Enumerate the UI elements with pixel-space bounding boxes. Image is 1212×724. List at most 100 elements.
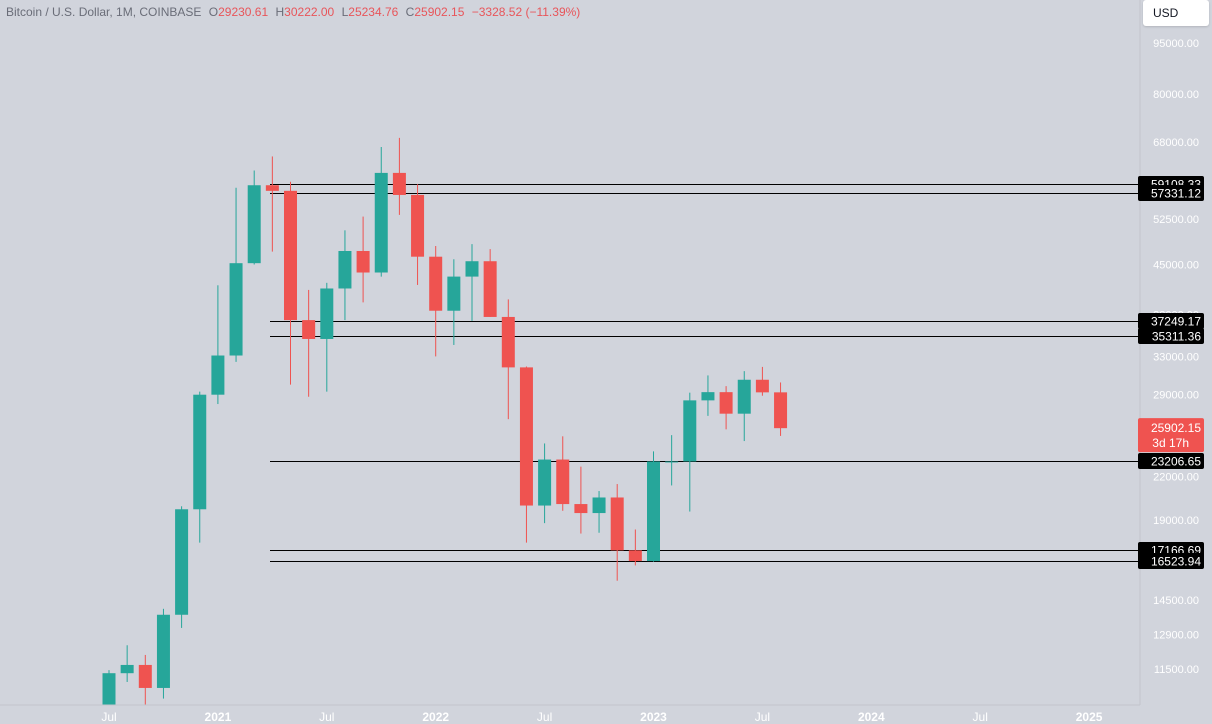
horizontal-levels <box>270 184 1140 562</box>
level-tag-text: 35311.36 <box>1152 330 1201 344</box>
candle <box>519 366 533 543</box>
level-tag-bg <box>1138 453 1204 469</box>
candle-body <box>411 194 425 257</box>
countdown-text: 3d 17h <box>1152 436 1189 450</box>
time-tick-label: Jul <box>319 710 334 724</box>
candle <box>175 506 189 628</box>
candle-body <box>429 256 443 311</box>
time-tick-label: Jul <box>101 710 116 724</box>
candle <box>610 484 624 581</box>
open-label: O <box>208 5 219 19</box>
candle <box>755 366 769 396</box>
level-tag-text: 37249.17 <box>1151 315 1201 329</box>
candle <box>592 491 606 533</box>
candle-body <box>755 379 769 393</box>
high-value: 30222.00 <box>284 5 335 19</box>
candle <box>574 466 588 534</box>
candle-body <box>156 614 170 688</box>
candle-body <box>719 392 733 414</box>
candle-body <box>538 459 552 506</box>
candle <box>647 451 660 562</box>
candle <box>737 371 751 442</box>
level-tag-bg <box>1138 185 1204 201</box>
price-tick-label: 19000.00 <box>1153 515 1199 527</box>
price-axis[interactable] <box>1140 0 1212 705</box>
candle-body <box>647 461 660 562</box>
candle <box>683 392 697 512</box>
price-tick-label: 68000.00 <box>1153 137 1199 149</box>
candle <box>229 187 243 362</box>
candle-body <box>483 261 497 317</box>
price-tick-label: 12900.00 <box>1153 630 1199 642</box>
level-tag-bg <box>1138 313 1204 329</box>
price-tick-label: 95000.00 <box>1153 38 1199 50</box>
time-tick-label: Jul <box>755 710 770 724</box>
last-price-text: 25902.15 <box>1151 421 1201 435</box>
time-tick-label: 2022 <box>422 710 449 724</box>
candles <box>102 137 788 724</box>
time-axis[interactable] <box>0 705 1212 724</box>
close-label: C <box>405 5 415 19</box>
open-value: 29230.61 <box>218 5 269 19</box>
candle <box>483 249 497 317</box>
candle-body <box>574 504 588 514</box>
level-price-tag: 57331.12 <box>1138 185 1204 201</box>
candle-body <box>302 320 316 339</box>
level-tag-text: 16523.94 <box>1151 555 1201 569</box>
level-tag-bg <box>1138 553 1204 569</box>
candle-body <box>175 509 189 615</box>
level-price-tag: 37249.17 <box>1138 313 1204 329</box>
time-tick-label: 2024 <box>858 710 885 724</box>
candle-body <box>320 288 334 339</box>
candle <box>138 654 152 714</box>
candle <box>247 170 261 265</box>
low-label: L <box>341 5 349 19</box>
candle <box>284 181 297 385</box>
candle <box>556 436 570 511</box>
candle <box>302 289 316 397</box>
candle <box>156 608 170 699</box>
candle <box>774 382 788 436</box>
price-tick-label: 52500.00 <box>1153 214 1199 226</box>
candle <box>356 216 370 303</box>
price-tick-label: 45000.00 <box>1153 259 1199 271</box>
candle <box>719 386 733 430</box>
level-price-tag: 35311.36 <box>1138 328 1204 344</box>
candle-body <box>556 459 570 505</box>
candle <box>447 259 461 345</box>
time-tick-label: Jul <box>973 710 988 724</box>
close-value: 25902.15 <box>414 5 465 19</box>
candle-body <box>374 172 388 273</box>
candle <box>211 285 225 405</box>
last-price-bg <box>1138 418 1204 453</box>
candle-body <box>683 400 697 462</box>
time-tick-label: 2021 <box>205 710 232 724</box>
price-tick-label: 22000.00 <box>1153 472 1199 484</box>
candle-body <box>519 367 533 506</box>
candle-body <box>592 497 606 514</box>
candle <box>193 391 207 543</box>
candle-body <box>737 379 751 414</box>
candle-body <box>774 392 788 429</box>
candle-body <box>447 276 461 311</box>
candle <box>628 529 642 566</box>
currency-button[interactable]: USD <box>1143 0 1209 26</box>
chart-legend: Bitcoin / U.S. Dollar, 1M, COINBASE O292… <box>6 3 580 21</box>
candle-body <box>501 316 515 368</box>
candle <box>265 156 279 252</box>
candle-body <box>628 550 642 562</box>
change-value: −3328.52 (−11.39%) <box>471 5 581 19</box>
high-label: H <box>275 5 285 19</box>
candle <box>120 645 134 682</box>
candle <box>701 375 715 416</box>
symbol-title[interactable]: Bitcoin / U.S. Dollar, 1M, COINBASE <box>6 5 202 19</box>
candle <box>411 184 425 285</box>
candle-body <box>247 185 261 264</box>
time-tick-label: Jul <box>537 710 552 724</box>
price-tick-label: 29000.00 <box>1153 390 1199 402</box>
candle <box>320 282 334 392</box>
candle <box>429 245 443 357</box>
price-tags: 59108.3357331.1237249.1735311.3623206.65… <box>1138 176 1204 569</box>
